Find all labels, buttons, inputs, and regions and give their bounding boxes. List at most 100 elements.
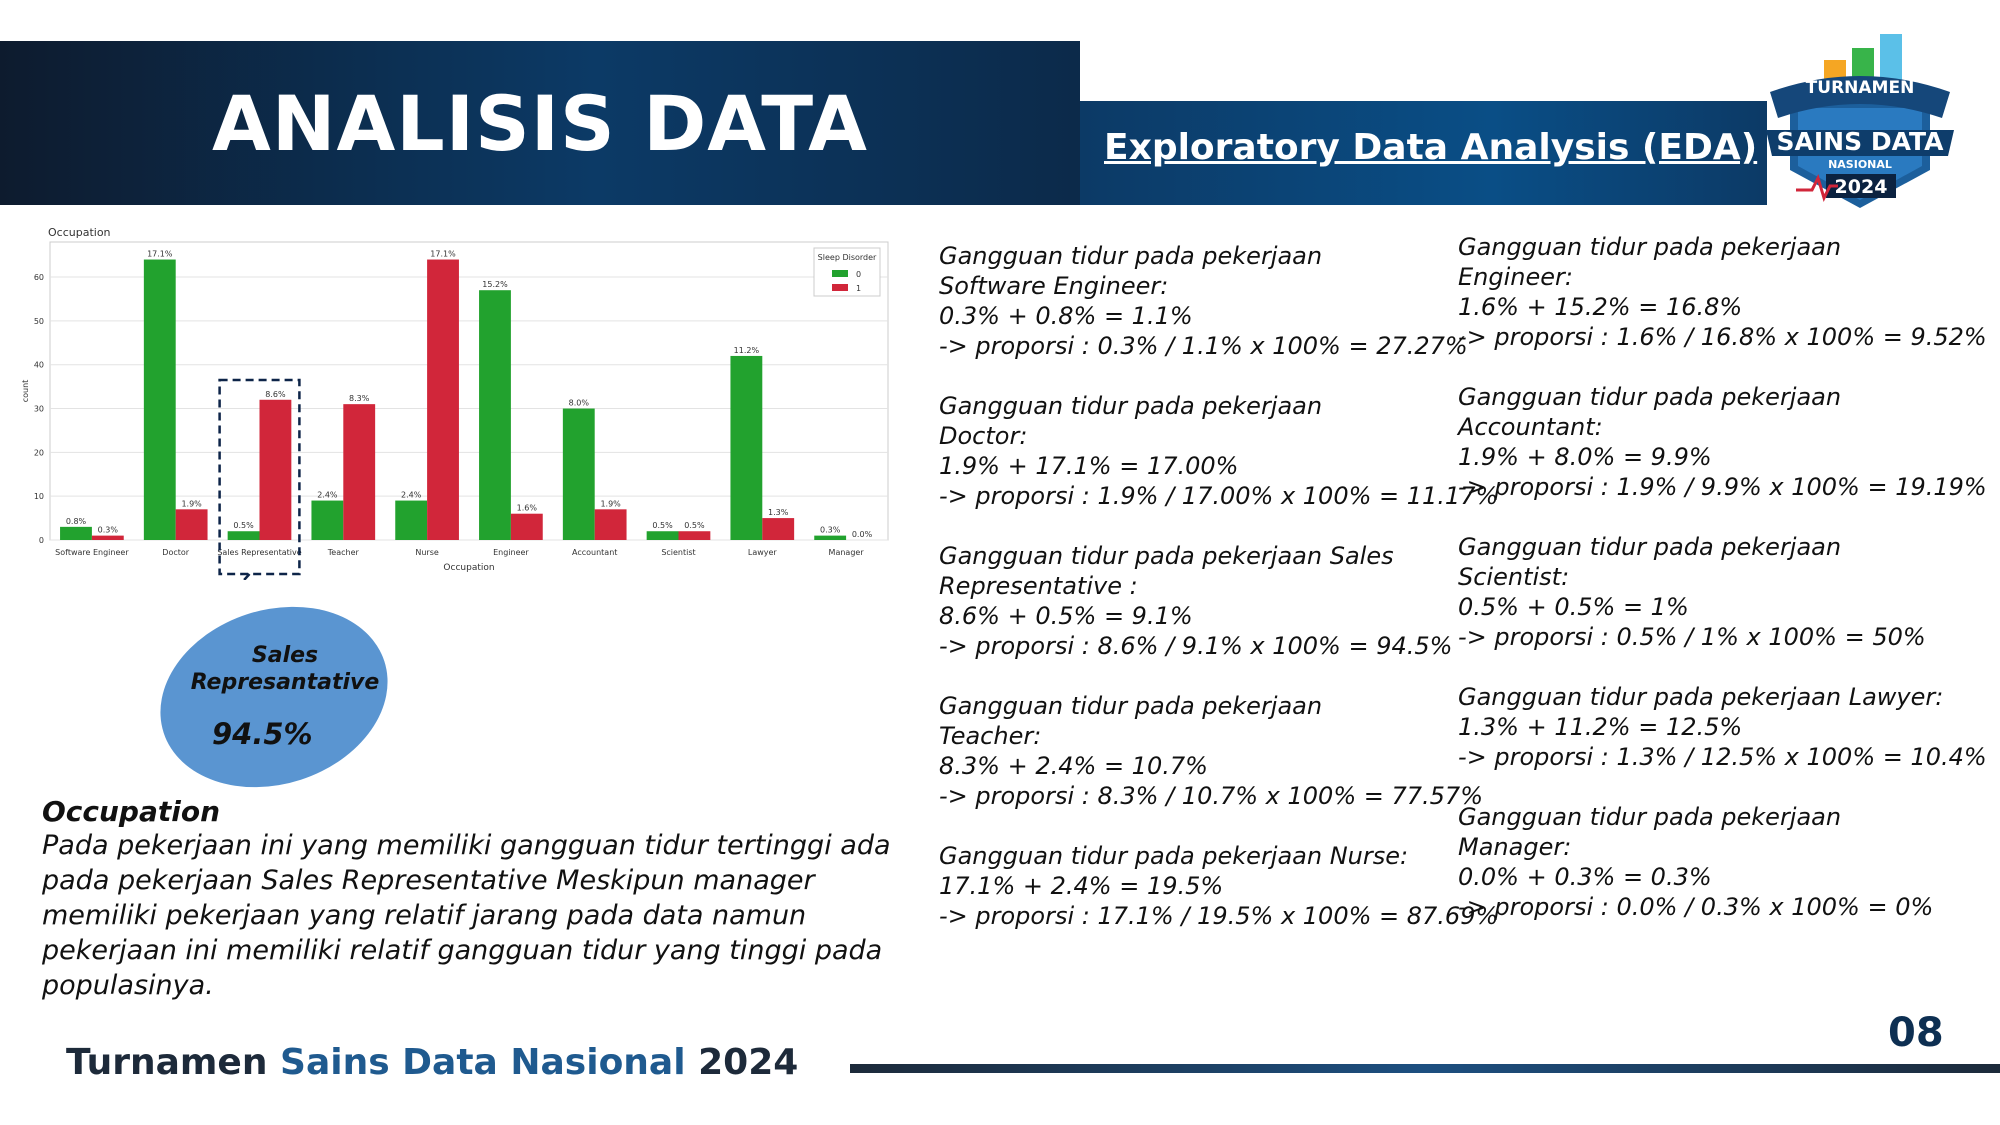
analysis-line: Gangguan tidur pada pekerjaan Lawyer: <box>1458 683 1944 711</box>
bar-accountant-series-0 <box>562 408 595 540</box>
analysis-line: Gangguan tidur pada pekerjaan <box>939 242 1323 270</box>
callout-label: Sales Represantative <box>190 643 380 695</box>
bar-data-label: 15.2% <box>482 280 508 289</box>
analysis-line: -> proporsi : 1.3% / 12.5% x 100% = 10.4… <box>1458 743 1987 771</box>
x-tick-label: Sales Representative <box>217 548 301 557</box>
analysis-line: 0.0% + 0.3% = 0.3% <box>1458 863 1712 891</box>
analysis-line: -> proporsi : 1.6% / 16.8% x 100% = 9.52… <box>1458 323 1987 351</box>
y-tick-label: 0 <box>39 536 44 545</box>
bar-software-engineer-series-0 <box>60 526 92 540</box>
x-tick-label: Engineer <box>493 548 529 557</box>
analysis-block: Gangguan tidur pada pekerjaan Accountant:… <box>1458 382 1987 502</box>
bar-engineer-series-0 <box>479 290 511 540</box>
bar-doctor-series-1 <box>175 509 208 540</box>
analysis-line: -> proporsi : 1.9% / 9.9% x 100% = 19.19… <box>1458 473 1987 501</box>
analysis-column-right: Gangguan tidur pada pekerjaan Engineer: 1.… <box>1458 232 1987 952</box>
y-tick-label: 40 <box>34 361 44 370</box>
callout-value: 94.5% <box>212 717 313 751</box>
analysis-line: Gangguan tidur pada pekerjaan <box>939 392 1323 420</box>
x-tick-label: Nurse <box>415 548 439 557</box>
analysis-line: Gangguan tidur pada pekerjaan <box>1458 233 1842 261</box>
x-axis-label: Occupation <box>443 563 494 573</box>
analysis-line: 8.6% + 0.5% = 9.1% <box>939 602 1193 630</box>
legend-swatch-0 <box>832 270 848 277</box>
chart-title: Occupation <box>48 226 111 239</box>
bar-data-label: 0.3% <box>98 526 119 535</box>
footer-part2: Sains Data Nasional <box>280 1042 686 1083</box>
bar-data-label: 17.1% <box>430 250 456 259</box>
analysis-block: Gangguan tidur pada pekerjaan Manager: 0.0… <box>1458 802 1987 922</box>
bar-accountant-series-1 <box>594 509 627 540</box>
analysis-line: 0.5% + 0.5% = 1% <box>1458 593 1689 621</box>
analysis-line: 17.1% + 2.4% = 19.5% <box>939 872 1224 900</box>
analysis-line: Teacher: <box>939 722 1042 750</box>
bar-manager-series-0 <box>814 535 847 540</box>
bar-lawyer-series-1 <box>762 518 795 540</box>
analysis-line: Scientist: <box>1458 563 1570 591</box>
page-title: ANALISIS DATA <box>212 78 868 168</box>
analysis-line: -> proporsi : 0.0% / 0.3% x 100% = 0% <box>1458 893 1934 921</box>
analysis-block: Gangguan tidur pada pekerjaan Lawyer: 1.3… <box>1458 682 1987 772</box>
x-tick-label: Teacher <box>327 548 360 557</box>
analysis-line: Software Engineer: <box>939 272 1169 300</box>
bar-data-label: 11.2% <box>734 346 760 355</box>
bar-nurse-series-1 <box>427 259 459 540</box>
occupation-bar-chart: Occupation0102030405060count0.8%0.3%Soft… <box>21 226 889 692</box>
x-tick-label: Doctor <box>162 548 189 557</box>
analysis-line: Representative : <box>939 572 1138 600</box>
header-banner: ANALISIS DATA <box>0 41 1080 205</box>
bar-nurse-series-0 <box>395 500 428 540</box>
bar-data-label: 1.6% <box>517 504 538 513</box>
bar-data-label: 0.5% <box>233 521 254 530</box>
page-number: 08 <box>1888 1010 1944 1056</box>
bar-software-engineer-series-1 <box>91 535 124 540</box>
logo-line2: SAINS DATA <box>1777 127 1945 156</box>
x-tick-label: Software Engineer <box>55 548 129 557</box>
y-tick-label: 30 <box>34 405 44 414</box>
x-tick-label: Accountant <box>572 548 617 557</box>
analysis-line: -> proporsi : 0.3% / 1.1% x 100% = 27.27… <box>939 332 1468 360</box>
bar-engineer-series-1 <box>510 513 543 540</box>
analysis-block: Gangguan tidur pada pekerjaan Sales Repre… <box>939 541 1498 661</box>
analysis-line: Gangguan tidur pada pekerjaan Sales <box>939 542 1394 570</box>
bar-data-label: 8.0% <box>569 399 590 408</box>
logo-line3: NASIONAL <box>1828 158 1892 171</box>
logo-year: 2024 <box>1835 176 1888 198</box>
bar-data-label: 1.3% <box>768 508 789 517</box>
analysis-line: -> proporsi : 0.5% / 1% x 100% = 50% <box>1458 623 1926 651</box>
analysis-line: -> proporsi : 17.1% / 19.5% x 100% = 87.… <box>939 902 1499 930</box>
analysis-line: 1.3% + 11.2% = 12.5% <box>1458 713 1743 741</box>
y-axis-label: count <box>21 380 30 403</box>
legend-label: 1 <box>856 284 861 293</box>
y-tick-label: 10 <box>34 492 44 501</box>
y-tick-label: 60 <box>34 273 44 282</box>
analysis-line: Doctor: <box>939 422 1028 450</box>
bar-teacher-series-1 <box>343 404 376 540</box>
x-tick-label: Scientist <box>661 548 695 557</box>
page-subtitle: Exploratory Data Analysis (EDA) <box>1104 127 1758 168</box>
legend-title: Sleep Disorder <box>818 253 877 262</box>
bar-data-label: 0.5% <box>652 521 673 530</box>
x-tick-label: Manager <box>829 548 865 557</box>
analysis-line: Engineer: <box>1458 263 1573 291</box>
analysis-line: 8.3% + 2.4% = 10.7% <box>939 752 1208 780</box>
x-tick-label: Lawyer <box>748 548 778 557</box>
bar-scientist-series-1 <box>678 531 711 540</box>
bar-data-label: 2.4% <box>317 491 338 500</box>
analysis-line: Gangguan tidur pada pekerjaan Nurse: <box>939 842 1409 870</box>
sales-representative-callout: Sales Represantative 94.5% <box>136 578 412 816</box>
legend-label: 0 <box>856 270 861 279</box>
analysis-line: 0.3% + 0.8% = 1.1% <box>939 302 1193 330</box>
bar-data-label: 8.3% <box>349 394 370 403</box>
analysis-line: Gangguan tidur pada pekerjaan <box>1458 533 1842 561</box>
callout-ellipse <box>136 578 412 816</box>
analysis-block: Gangguan tidur pada pekerjaan Engineer: 1.… <box>1458 232 1987 352</box>
analysis-block: Gangguan tidur pada pekerjaan Teacher: 8.3… <box>939 691 1498 811</box>
analysis-block: Gangguan tidur pada pekerjaan Nurse: 17.1… <box>939 841 1498 931</box>
analysis-line: -> proporsi : 1.9% / 17.00% x 100% = 11.… <box>939 482 1499 510</box>
analysis-block: Gangguan tidur pada pekerjaan Scientist: 0… <box>1458 532 1987 652</box>
footer-part3: 2024 <box>698 1042 799 1083</box>
analysis-block: Gangguan tidur pada pekerjaan Doctor: 1.9%… <box>939 391 1498 511</box>
bar-data-label: 8.6% <box>265 390 286 399</box>
occupation-chart: Occupation 0 10 20 30 40 50 60 count 0.8% 0.3% Soft… <box>20 220 900 692</box>
